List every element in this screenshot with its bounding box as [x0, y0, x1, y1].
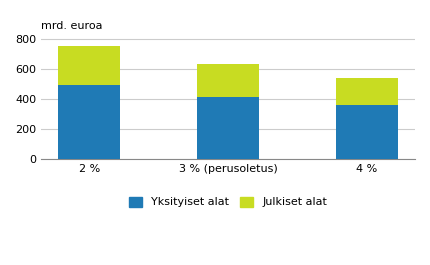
Bar [58, 46, 120, 85]
Legend: Yksityiset alat, Julkiset alat: Yksityiset alat, Julkiset alat [124, 192, 332, 212]
Text: mrd. euroa: mrd. euroa [41, 21, 102, 31]
Bar [197, 96, 259, 159]
Bar [197, 64, 259, 96]
Bar [335, 78, 398, 105]
Bar [335, 105, 398, 159]
Bar [58, 85, 120, 159]
